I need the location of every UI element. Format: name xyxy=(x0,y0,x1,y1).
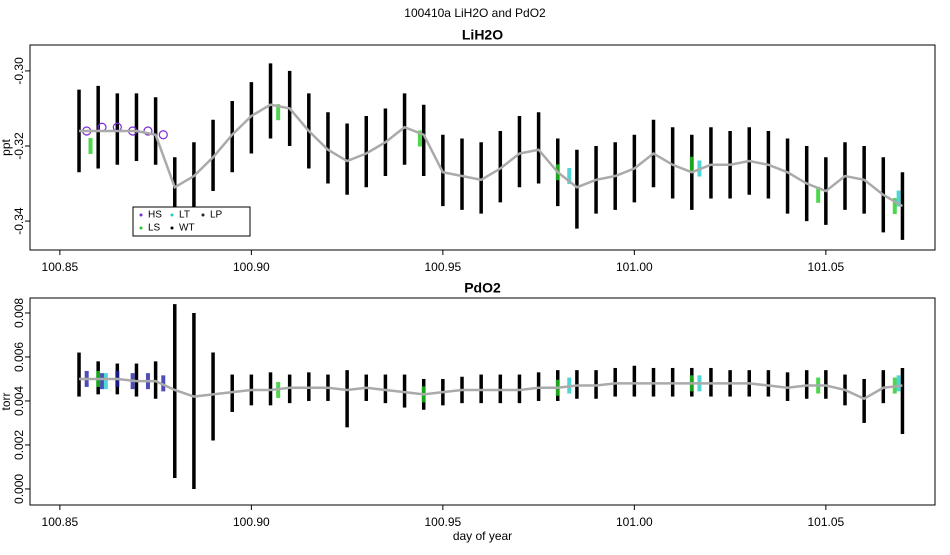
legend-swatch xyxy=(170,226,174,230)
x-tick-label: 101.05 xyxy=(807,260,844,274)
page-title: 100410a LiH2O and PdO2 xyxy=(404,6,546,20)
legend-label: WT xyxy=(179,223,195,234)
x-tick-label: 101.00 xyxy=(616,515,653,529)
x-tick-label: 100.90 xyxy=(233,260,270,274)
legend-label: LS xyxy=(148,223,161,234)
point xyxy=(892,198,897,215)
y-axis-label: torr xyxy=(0,392,13,410)
point xyxy=(896,375,901,392)
legend-swatch xyxy=(139,226,143,230)
x-tick-label: 100.85 xyxy=(42,260,79,274)
legend-label: LT xyxy=(179,210,190,221)
plot-frame xyxy=(29,297,936,506)
legend-swatch xyxy=(170,213,174,217)
x-tick-label: 101.05 xyxy=(807,515,844,529)
point xyxy=(276,104,281,121)
y-tick-label: 0.004 xyxy=(12,386,26,416)
x-axis-label: day of year xyxy=(453,529,512,543)
y-tick-label: -0.32 xyxy=(12,132,26,160)
point xyxy=(896,190,901,207)
x-tick-label: 101.00 xyxy=(616,260,653,274)
x-tick-label: 100.85 xyxy=(42,515,79,529)
legend-label: HS xyxy=(148,210,162,221)
legend-box xyxy=(132,206,251,237)
y-tick-label: 0.008 xyxy=(12,298,26,328)
mean-line xyxy=(79,377,903,401)
point xyxy=(88,137,93,154)
y-tick-label: -0.34 xyxy=(12,207,26,235)
point xyxy=(158,130,168,140)
panel-title: PdO2 xyxy=(464,280,501,296)
x-tick-label: 100.95 xyxy=(425,260,462,274)
x-tick-label: 100.90 xyxy=(233,515,270,529)
y-tick-label: -0.30 xyxy=(12,57,26,85)
point xyxy=(417,130,422,147)
y-axis-label: ppt xyxy=(0,138,13,155)
legend-swatch xyxy=(201,213,205,217)
y-tick-label: 0.002 xyxy=(12,430,26,460)
point xyxy=(100,373,105,390)
y-tick-label: 0.000 xyxy=(12,474,26,504)
point xyxy=(816,186,821,203)
y-tick-label: 0.006 xyxy=(12,342,26,372)
panel-title: LiH2O xyxy=(462,27,503,43)
point xyxy=(143,126,153,136)
point xyxy=(567,168,572,185)
legend-label: LP xyxy=(210,210,223,221)
mean-line xyxy=(79,103,904,208)
x-tick-label: 100.95 xyxy=(425,515,462,529)
point xyxy=(103,373,108,390)
point xyxy=(689,156,694,173)
plot-frame xyxy=(29,44,936,251)
legend-swatch xyxy=(139,213,143,217)
